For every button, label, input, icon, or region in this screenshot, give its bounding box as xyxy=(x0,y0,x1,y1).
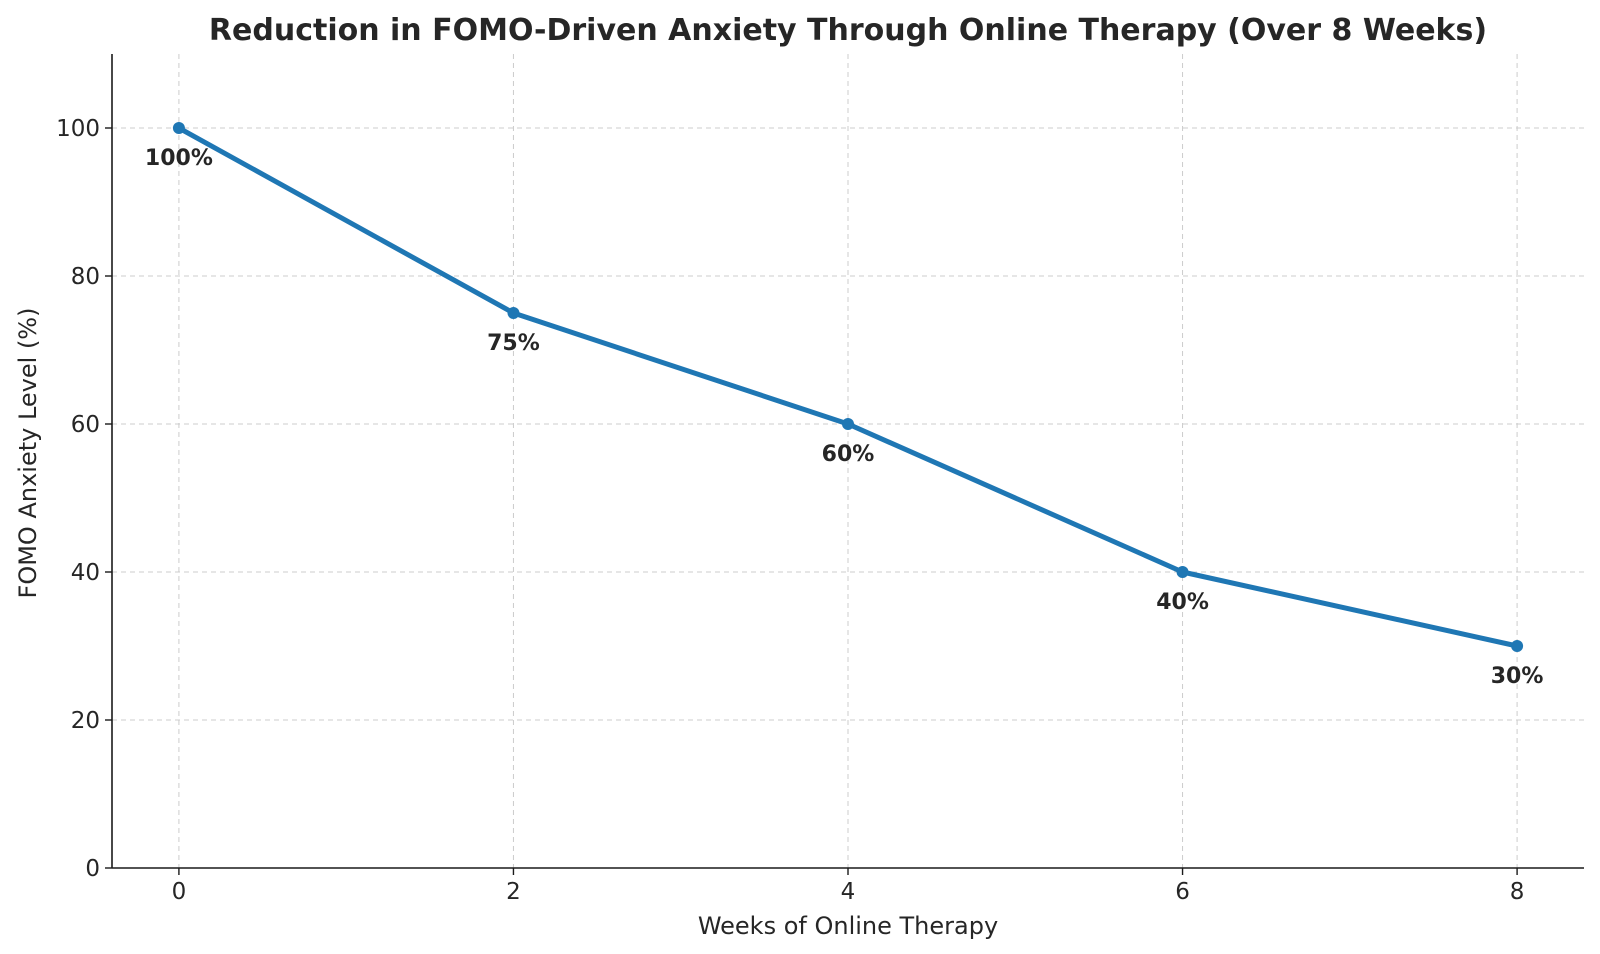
chart-title: Reduction in FOMO-Driven Anxiety Through… xyxy=(209,13,1487,48)
data-label: 30% xyxy=(1491,664,1544,689)
data-labels: 100% 75% 60% 40% 30% xyxy=(145,146,1544,689)
y-tick-label: 0 xyxy=(85,856,100,882)
x-tick-label: 8 xyxy=(1510,879,1525,905)
y-axis-label: FOMO Anxiety Level (%) xyxy=(14,308,42,599)
data-label: 40% xyxy=(1156,590,1209,615)
x-tick-label: 4 xyxy=(841,879,856,905)
y-tick-label: 80 xyxy=(71,264,100,290)
y-tick-label: 100 xyxy=(56,116,100,142)
data-point xyxy=(1176,566,1189,578)
y-tick-label: 20 xyxy=(71,708,100,734)
data-point xyxy=(172,122,185,134)
y-tick-label: 60 xyxy=(71,412,100,438)
series xyxy=(172,122,1524,652)
data-label: 60% xyxy=(822,442,875,467)
data-point xyxy=(507,307,520,319)
data-point xyxy=(1511,640,1524,652)
x-tick-label: 6 xyxy=(1175,879,1190,905)
data-label: 75% xyxy=(487,331,540,356)
x-axis-label: Weeks of Online Therapy xyxy=(698,912,998,940)
x-tick-label: 2 xyxy=(506,879,521,905)
axes xyxy=(105,54,1584,875)
x-tick-label: 0 xyxy=(172,879,187,905)
data-label: 100% xyxy=(145,146,213,171)
y-tick-label: 40 xyxy=(71,560,100,586)
data-point xyxy=(842,418,854,430)
